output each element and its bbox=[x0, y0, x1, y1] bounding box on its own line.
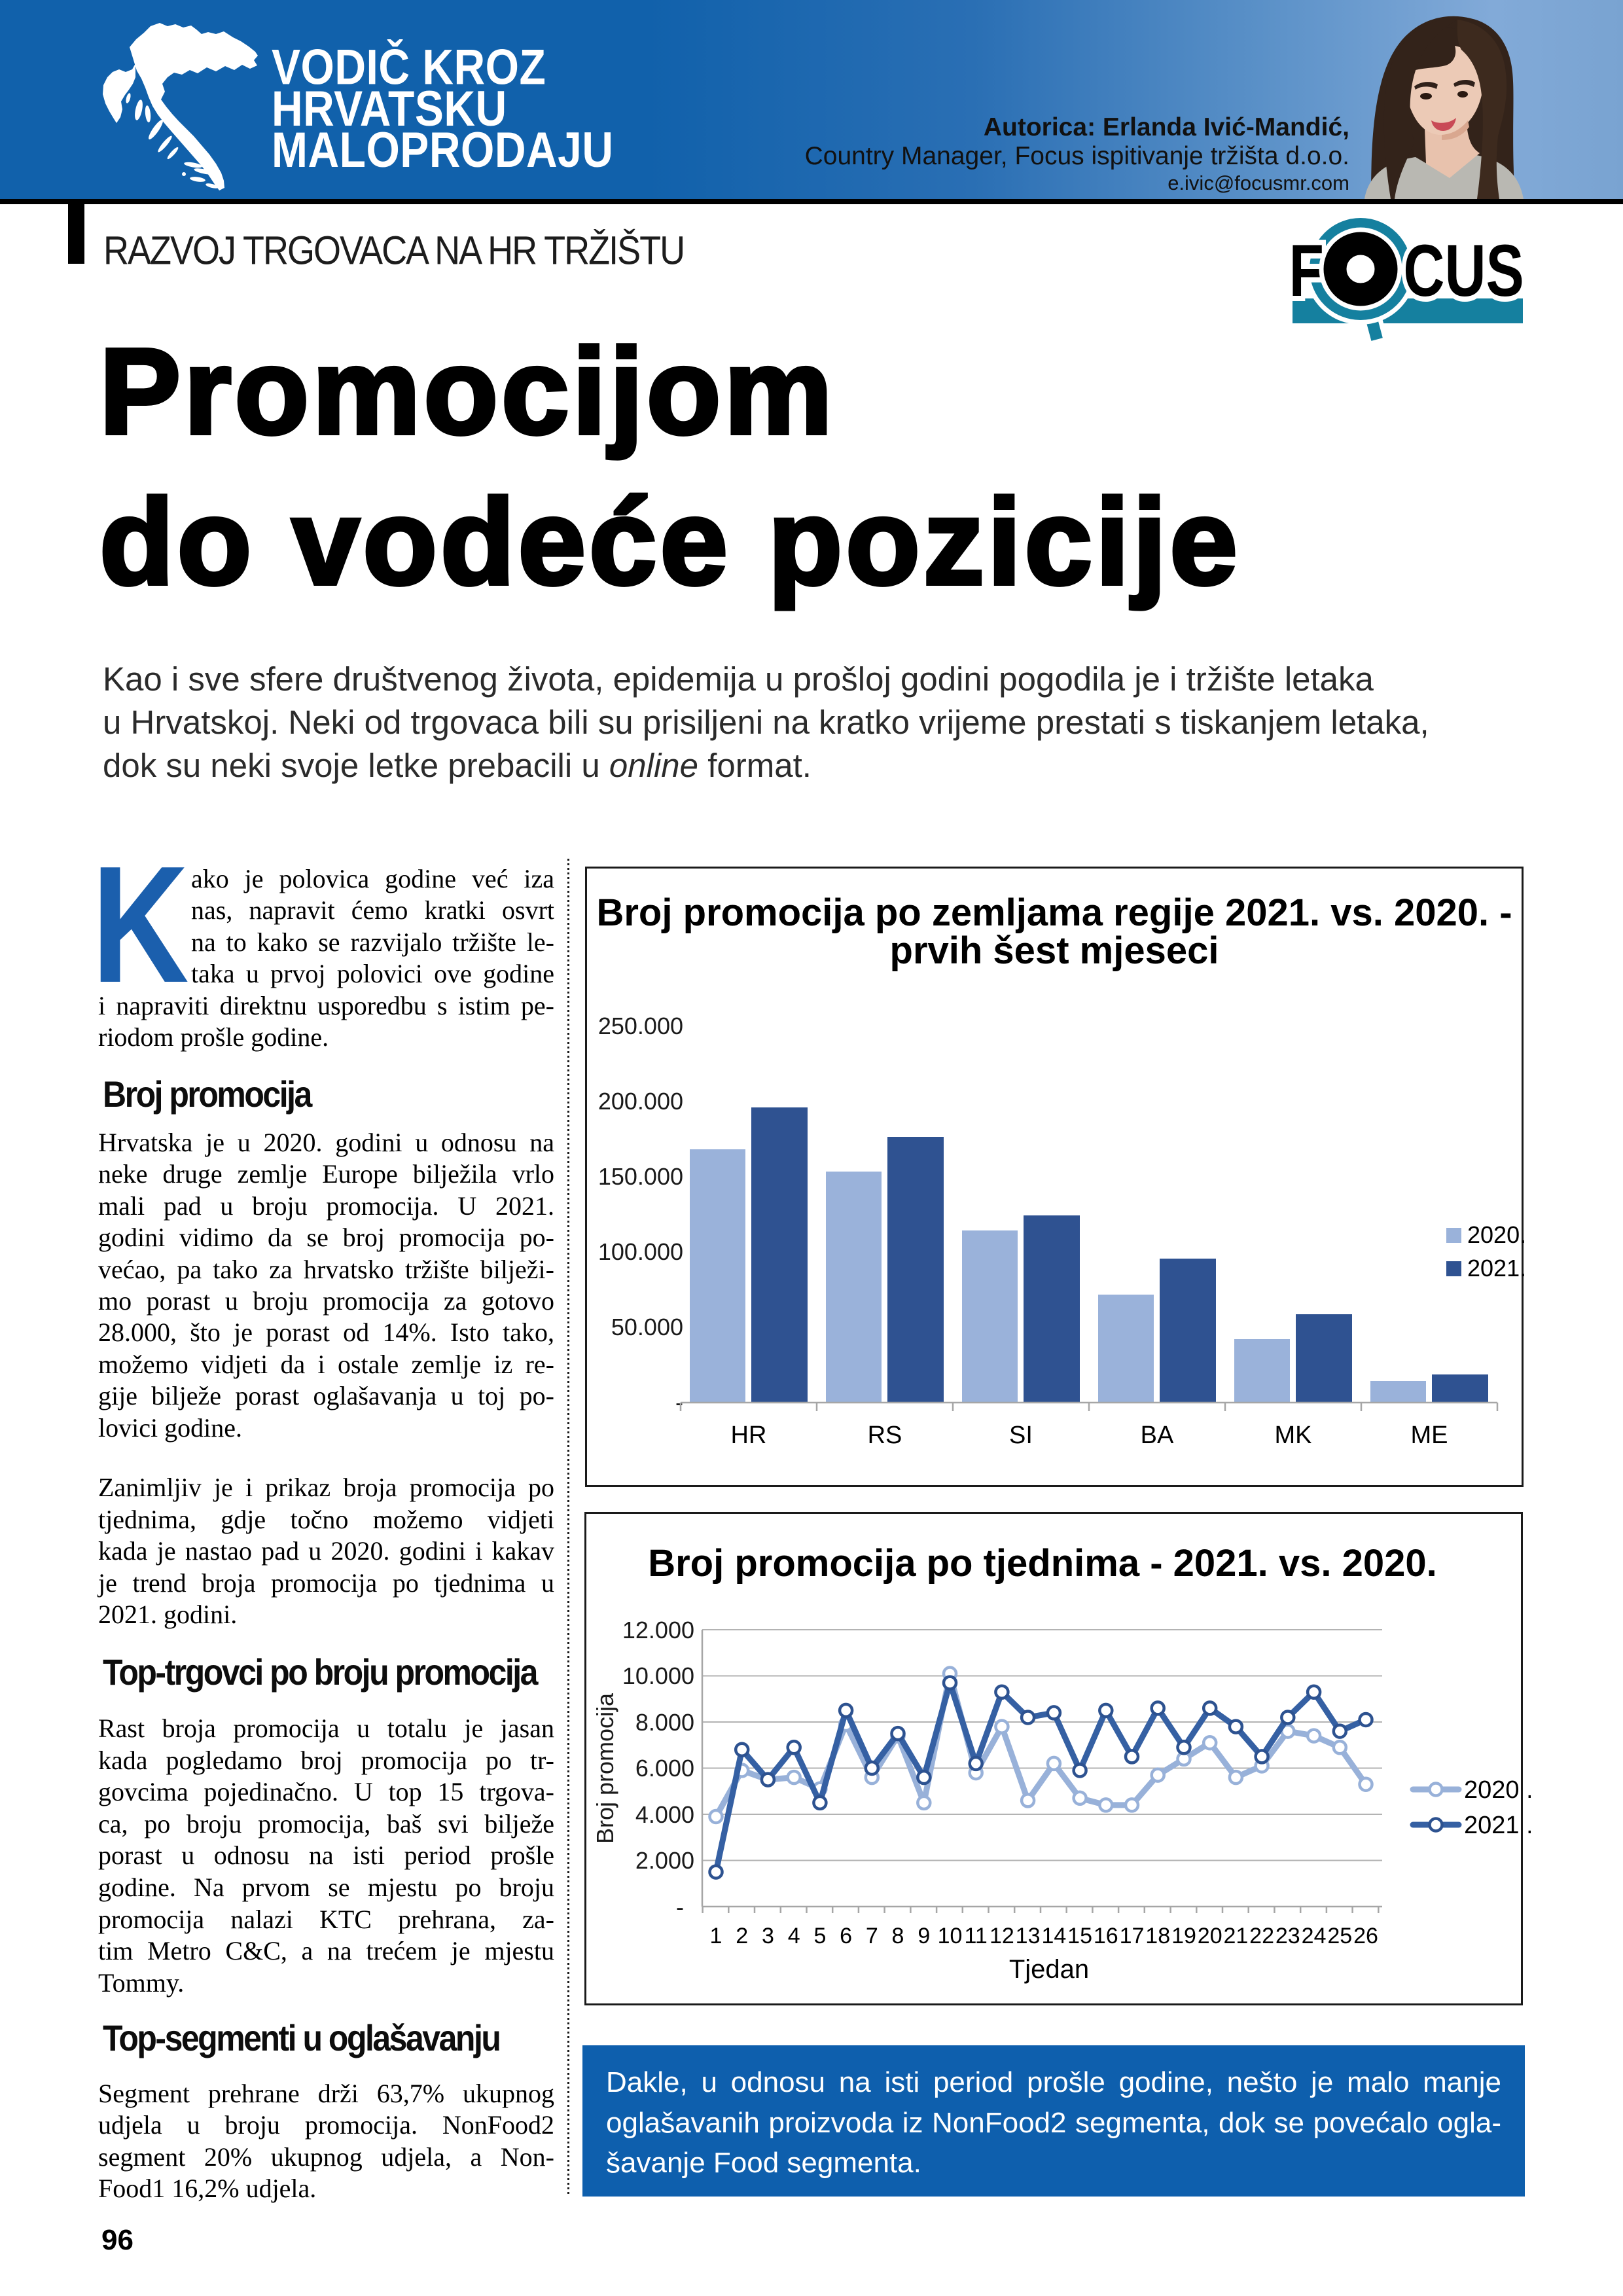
svg-text:23: 23 bbox=[1275, 1924, 1300, 1948]
svg-text:50.000: 50.000 bbox=[611, 1314, 683, 1340]
svg-text:20: 20 bbox=[1198, 1924, 1222, 1948]
svg-text:24: 24 bbox=[1302, 1924, 1327, 1948]
svg-text:26: 26 bbox=[1353, 1924, 1378, 1948]
svg-text:-: - bbox=[676, 1893, 684, 1920]
svg-text:2020.: 2020. bbox=[1467, 1221, 1526, 1248]
svg-text:13: 13 bbox=[1016, 1924, 1041, 1948]
svg-text:HR: HR bbox=[731, 1422, 767, 1449]
svg-text:11: 11 bbox=[965, 1924, 988, 1948]
svg-text:25: 25 bbox=[1327, 1924, 1352, 1948]
svg-text:14: 14 bbox=[1041, 1924, 1066, 1948]
svg-text:18: 18 bbox=[1145, 1924, 1170, 1948]
svg-text:BA: BA bbox=[1141, 1422, 1174, 1449]
svg-text:21: 21 bbox=[1223, 1924, 1248, 1948]
svg-text:4: 4 bbox=[788, 1924, 800, 1948]
svg-text:F: F bbox=[1291, 230, 1324, 312]
svg-text:8: 8 bbox=[892, 1924, 904, 1948]
svg-text:6: 6 bbox=[840, 1924, 852, 1948]
svg-text:15: 15 bbox=[1067, 1924, 1092, 1948]
svg-text:9: 9 bbox=[918, 1924, 930, 1948]
svg-text:2.000: 2.000 bbox=[635, 1847, 694, 1874]
svg-text:Broj promocija po zemljama reg: Broj promocija po zemljama regije 2021. … bbox=[596, 891, 1512, 934]
svg-text:SI: SI bbox=[1009, 1422, 1033, 1449]
svg-text:2021.: 2021. bbox=[1467, 1255, 1526, 1282]
svg-text:4.000: 4.000 bbox=[635, 1801, 694, 1828]
svg-text:150.000: 150.000 bbox=[598, 1163, 683, 1190]
svg-text:MK: MK bbox=[1275, 1422, 1312, 1449]
svg-text:22: 22 bbox=[1249, 1924, 1274, 1948]
svg-text:8.000: 8.000 bbox=[635, 1709, 694, 1736]
svg-text:2021 .: 2021 . bbox=[1464, 1812, 1531, 1839]
svg-text:3: 3 bbox=[762, 1924, 774, 1948]
svg-text:19: 19 bbox=[1171, 1924, 1196, 1948]
svg-text:16: 16 bbox=[1094, 1924, 1118, 1948]
svg-text:100.000: 100.000 bbox=[598, 1238, 683, 1265]
svg-text:2020 .: 2020 . bbox=[1464, 1776, 1531, 1804]
svg-text:12.000: 12.000 bbox=[622, 1617, 694, 1643]
svg-text:RS: RS bbox=[868, 1422, 902, 1449]
svg-text:CUS: CUS bbox=[1403, 230, 1524, 312]
svg-text:Broj promocija: Broj promocija bbox=[592, 1693, 618, 1844]
svg-text:Broj promocija po tjednima - 2: Broj promocija po tjednima - 2021. vs. 2… bbox=[648, 1542, 1437, 1585]
svg-text:Tjedan: Tjedan bbox=[1009, 1955, 1089, 1984]
svg-text:10: 10 bbox=[938, 1924, 963, 1948]
svg-text:1: 1 bbox=[710, 1924, 722, 1948]
svg-text:200.000: 200.000 bbox=[598, 1088, 683, 1115]
svg-text:6.000: 6.000 bbox=[635, 1755, 694, 1782]
svg-text:2: 2 bbox=[736, 1924, 748, 1948]
svg-text:17: 17 bbox=[1120, 1924, 1145, 1948]
svg-text:prvih šest mjeseci: prvih šest mjeseci bbox=[890, 929, 1219, 972]
svg-text:ME: ME bbox=[1411, 1422, 1448, 1449]
svg-text:12: 12 bbox=[990, 1924, 1014, 1948]
svg-text:7: 7 bbox=[866, 1924, 878, 1948]
svg-text:250.000: 250.000 bbox=[598, 1013, 683, 1039]
svg-text:10.000: 10.000 bbox=[622, 1662, 694, 1689]
svg-text:5: 5 bbox=[813, 1924, 826, 1948]
